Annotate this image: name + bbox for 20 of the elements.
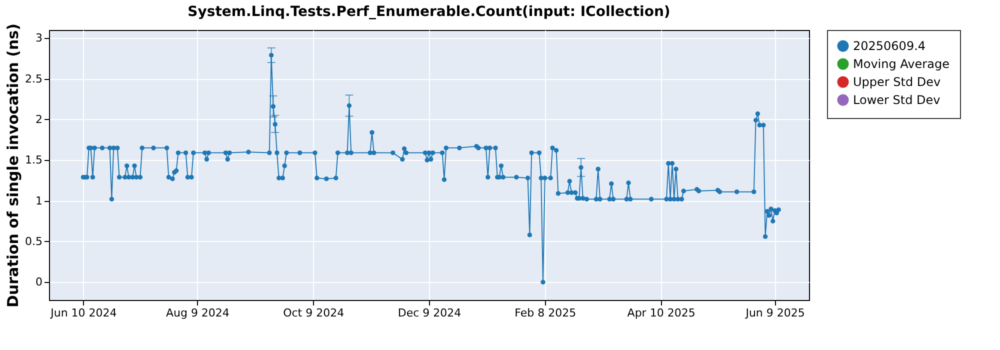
legend-label: 20250609.4 [853, 39, 926, 53]
legend-label: Upper Std Dev [853, 75, 941, 89]
x-tick-label: Oct 9 2024 [283, 306, 344, 320]
y-tick-label: 2 [36, 112, 42, 126]
x-tick-label: Jun 10 2024 [50, 306, 117, 320]
y-tick-label: 3 [36, 32, 42, 45]
x-tick-label: Jun 9 2025 [744, 306, 805, 320]
x-tick-label: Feb 8 2025 [514, 306, 576, 320]
y-tick-label: 1 [36, 194, 42, 208]
legend-label: Lower Std Dev [853, 93, 940, 107]
y-tick-label: 1.5 [25, 154, 42, 167]
y-axis-title: Duration of single invocation (ns) [4, 24, 22, 308]
y-tick-label: 0.5 [25, 234, 42, 248]
y-tick-label: 0 [36, 276, 42, 289]
x-tick-label: Dec 9 2024 [398, 306, 462, 320]
y-tick-label: 2.5 [25, 72, 42, 86]
chart-title: System.Linq.Tests.Perf_Enumerable.Count(input: ICollection) [188, 4, 670, 20]
x-tick-label: Apr 10 2025 [627, 306, 696, 320]
legend-label: Moving Average [853, 57, 950, 71]
x-tick-label: Aug 9 2024 [166, 306, 230, 320]
